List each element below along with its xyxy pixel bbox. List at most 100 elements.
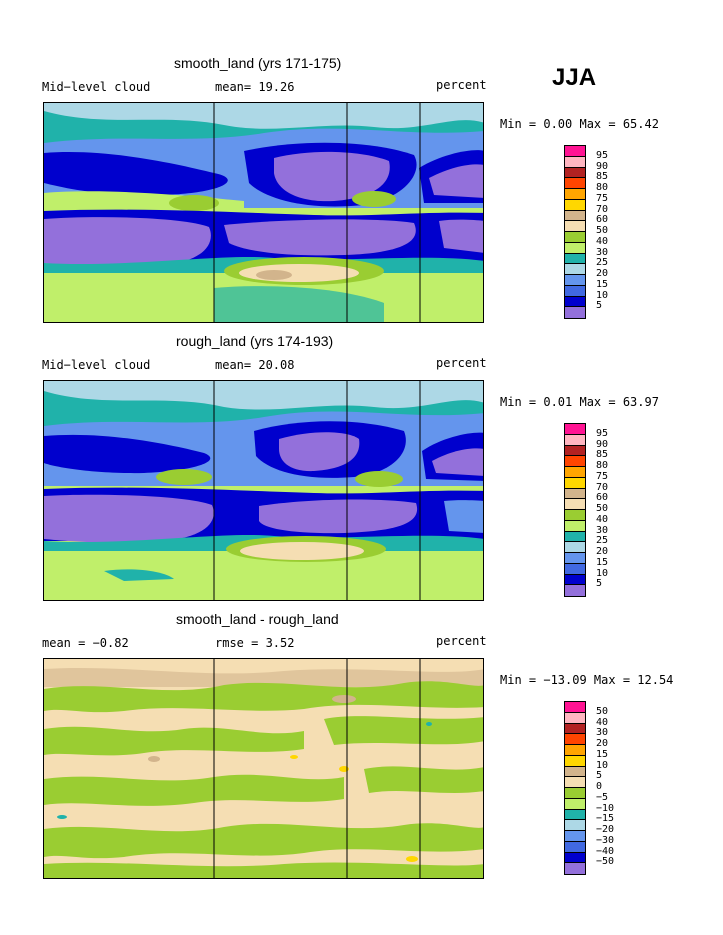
colorbar-swatch: [565, 488, 585, 500]
panel-2-map: [43, 380, 484, 601]
colorbar-swatch: [565, 221, 585, 232]
colorbar-swatch: [565, 456, 585, 467]
colorbar-swatch: [565, 531, 585, 543]
colorbar-swatch: [565, 712, 585, 724]
colorbar-tick-label: 85: [596, 171, 609, 183]
colorbar-tick-label: 30: [596, 246, 609, 258]
colorbar-tick-label: 80: [596, 460, 609, 471]
colorbar-tick-label: 60: [596, 492, 609, 504]
colorbar-swatch: [565, 788, 585, 799]
colorbar-tick-label: 20: [596, 268, 609, 279]
panel-1-mean-label: mean= 19.26: [215, 80, 295, 94]
colorbar-swatch: [565, 777, 585, 788]
colorbar-swatch: [565, 809, 585, 821]
colorbar-swatch: [565, 296, 585, 308]
colorbar-tick-label: 40: [596, 513, 609, 525]
colorbar-swatch: [565, 264, 585, 275]
colorbar-tick-label: 50: [596, 225, 609, 236]
colorbar-swatch: [565, 852, 585, 864]
panel-1-minmax: Min = 0.00 Max = 65.42: [500, 117, 659, 131]
colorbar-tick-label: 90: [596, 160, 609, 172]
colorbar-swatch: [565, 745, 585, 756]
colorbar-swatch: [565, 499, 585, 510]
colorbar-tick-label: 80: [596, 182, 609, 193]
colorbar-tick-label: 5: [596, 300, 603, 312]
colorbar-swatch: [565, 563, 585, 575]
panel-3-map: [43, 658, 484, 879]
colorbar-swatch: [565, 253, 585, 265]
colorbar-tick-label: −5: [596, 791, 609, 803]
panel-2-variable-label: Mid−level cloud: [42, 358, 151, 372]
colorbar-tick-label: −50: [596, 856, 615, 868]
colorbar-tick-label: 95: [596, 427, 609, 439]
colorbar-tick-label: 75: [596, 192, 609, 204]
colorbar-swatch: [565, 434, 585, 446]
panel-2-contour-map: [44, 381, 483, 600]
colorbar-tick-label: 70: [596, 203, 609, 215]
colorbar-swatch: [565, 553, 585, 564]
panel-3-title: smooth_land - rough_land: [176, 611, 339, 627]
season-label: JJA: [552, 64, 597, 91]
panel-3-minmax: Min = −13.09 Max = 12.54: [500, 673, 674, 687]
colorbar-swatch: [565, 542, 585, 553]
colorbar-tick-label: −10: [596, 802, 615, 814]
colorbar-tick-label: 10: [596, 289, 609, 301]
colorbar-tick-label: 25: [596, 535, 609, 547]
colorbar-tick-label: 30: [596, 524, 609, 536]
colorbar-swatch: [565, 167, 585, 179]
colorbar-tick-label: 75: [596, 470, 609, 482]
panel-3-colorbar: [564, 701, 586, 875]
colorbar-tick-label: 50: [596, 705, 609, 717]
colorbar-swatch: [565, 445, 585, 457]
colorbar-tick-label: −40: [596, 845, 615, 857]
colorbar-swatch: [565, 424, 585, 435]
panel-1-variable-label: Mid−level cloud: [42, 80, 151, 94]
colorbar-swatch: [565, 798, 585, 810]
colorbar-swatch: [565, 755, 585, 767]
colorbar-tick-label: 95: [596, 149, 609, 161]
colorbar-tick-label: 90: [596, 438, 609, 450]
colorbar-swatch: [565, 146, 585, 157]
colorbar-swatch: [565, 510, 585, 521]
colorbar-tick-label: 20: [596, 738, 609, 749]
colorbar-tick-label: 5: [596, 578, 603, 590]
colorbar-swatch: [565, 723, 585, 735]
colorbar-tick-label: 15: [596, 748, 609, 760]
colorbar-swatch: [565, 820, 585, 831]
colorbar-tick-label: 5: [596, 770, 603, 782]
colorbar-swatch: [565, 307, 585, 318]
colorbar-swatch: [565, 520, 585, 532]
panel-1-title: smooth_land (yrs 171-175): [174, 55, 342, 71]
colorbar-swatch: [565, 585, 585, 596]
panel-1-contour-map: [44, 103, 483, 322]
panel-1-colorbar: [564, 145, 586, 319]
colorbar-swatch: [565, 210, 585, 222]
colorbar-swatch: [565, 574, 585, 586]
colorbar-swatch: [565, 863, 585, 874]
colorbar-tick-label: 50: [596, 503, 609, 514]
colorbar-swatch: [565, 178, 585, 189]
colorbar-swatch: [565, 242, 585, 254]
colorbar-tick-label: 40: [596, 235, 609, 247]
colorbar-tick-label: 40: [596, 716, 609, 728]
colorbar-tick-label: 70: [596, 481, 609, 493]
panel-2-units-label: percent: [436, 356, 487, 370]
colorbar-tick-label: 25: [596, 257, 609, 269]
colorbar-tick-label: 10: [596, 759, 609, 771]
panel-1-map: [43, 102, 484, 323]
colorbar-swatch: [565, 702, 585, 713]
panel-2-minmax: Min = 0.01 Max = 63.97: [500, 395, 659, 409]
colorbar-tick-label: 85: [596, 449, 609, 461]
panel-2-title: rough_land (yrs 174-193): [176, 333, 334, 349]
panel-3-rmse-label: rmse = 3.52: [215, 636, 295, 650]
colorbar-swatch: [565, 232, 585, 243]
colorbar-tick-label: 0: [596, 781, 603, 792]
colorbar-tick-label: 60: [596, 214, 609, 226]
colorbar-swatch: [565, 766, 585, 778]
colorbar-tick-label: 30: [596, 727, 609, 739]
panel-2-mean-label: mean= 20.08: [215, 358, 295, 372]
colorbar-tick-label: 15: [596, 278, 609, 290]
colorbar-tick-label: −20: [596, 824, 615, 835]
colorbar-swatch: [565, 199, 585, 211]
panel-3-contour-map: [44, 659, 483, 878]
